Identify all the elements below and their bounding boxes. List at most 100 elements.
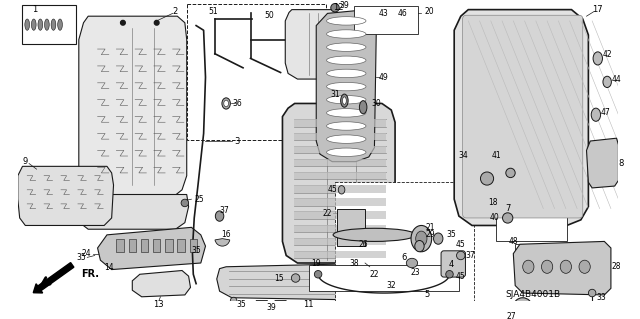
Bar [497,204,567,241]
Bar [187,4,326,140]
Ellipse shape [314,271,322,278]
Text: 34: 34 [459,151,468,160]
Polygon shape [285,10,340,79]
Bar [189,239,197,252]
Ellipse shape [339,186,345,194]
Ellipse shape [591,108,600,121]
Bar [515,244,543,280]
Text: 6: 6 [402,253,407,262]
Ellipse shape [224,100,228,107]
Ellipse shape [326,17,366,25]
Text: 7: 7 [505,204,510,213]
Ellipse shape [38,19,43,30]
Text: FR.: FR. [82,269,100,279]
Text: 21: 21 [426,223,435,232]
Bar [153,239,161,252]
Bar [177,239,185,252]
Text: 14: 14 [104,263,114,272]
Ellipse shape [406,258,417,268]
Ellipse shape [433,233,443,244]
Text: 32: 32 [387,281,396,290]
Ellipse shape [326,82,366,91]
Ellipse shape [230,297,237,304]
Ellipse shape [481,172,493,185]
Ellipse shape [342,97,346,104]
Text: 17: 17 [593,5,603,14]
Bar [22,5,76,44]
Text: 38: 38 [349,258,358,268]
Ellipse shape [360,101,367,114]
Text: SJA4B4001B: SJA4B4001B [506,290,561,300]
Ellipse shape [456,251,465,260]
Text: 46: 46 [397,9,408,18]
Text: 35: 35 [236,300,246,309]
Ellipse shape [518,302,527,312]
Ellipse shape [326,95,366,104]
Bar [335,182,474,304]
Polygon shape [74,195,189,229]
Bar [468,160,520,202]
Ellipse shape [502,213,513,223]
Polygon shape [454,10,588,226]
Ellipse shape [541,260,553,273]
Polygon shape [513,241,611,295]
Text: 30: 30 [371,99,381,108]
Text: 22: 22 [370,270,379,279]
Ellipse shape [326,69,366,78]
Ellipse shape [326,43,366,51]
Text: 24: 24 [81,249,91,258]
Text: 45: 45 [327,185,337,194]
Text: 45: 45 [456,272,466,281]
Text: 35: 35 [191,246,201,255]
Text: 9: 9 [22,157,28,166]
Text: 27: 27 [507,312,516,319]
Text: 41: 41 [492,151,501,160]
Ellipse shape [326,135,366,143]
Ellipse shape [25,19,29,30]
Ellipse shape [215,211,224,221]
Ellipse shape [445,271,453,278]
Ellipse shape [181,199,189,207]
Ellipse shape [513,298,532,316]
Text: 8: 8 [618,159,624,168]
Bar [116,239,124,252]
Text: 15: 15 [275,273,284,283]
FancyBboxPatch shape [463,15,583,218]
Bar [308,265,459,291]
Text: 43: 43 [379,9,388,18]
Wedge shape [215,239,230,246]
Text: 35: 35 [447,230,456,239]
Text: 40: 40 [490,213,499,222]
Polygon shape [97,227,205,270]
Ellipse shape [579,260,590,273]
Ellipse shape [31,19,36,30]
Ellipse shape [506,168,515,178]
Ellipse shape [58,19,62,30]
Text: 3: 3 [235,137,240,145]
Ellipse shape [45,19,49,30]
Text: 23: 23 [411,268,420,277]
Text: 16: 16 [221,230,231,239]
Ellipse shape [326,148,366,157]
Text: 36: 36 [232,99,243,108]
Polygon shape [217,263,398,300]
Text: 50: 50 [264,11,274,20]
Text: 45: 45 [456,240,466,249]
Text: 11: 11 [303,300,314,309]
Text: 44: 44 [612,75,621,84]
Polygon shape [282,103,395,263]
Text: 39: 39 [266,303,276,312]
Text: 37: 37 [220,206,229,215]
Ellipse shape [120,20,125,25]
Text: 12: 12 [333,3,344,12]
Text: 37: 37 [465,251,475,260]
Text: 25: 25 [194,195,204,204]
Ellipse shape [222,98,230,109]
Text: 33: 33 [596,293,607,302]
Text: 49: 49 [379,73,388,82]
Text: 48: 48 [509,237,518,246]
Ellipse shape [333,228,416,241]
Wedge shape [275,300,286,306]
Polygon shape [79,16,187,197]
Ellipse shape [331,4,339,12]
